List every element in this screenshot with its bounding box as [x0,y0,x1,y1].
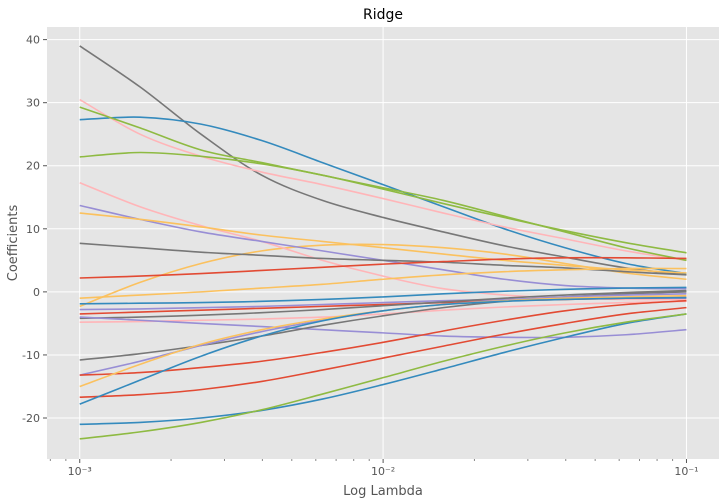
series-line-0 [79,45,687,276]
series-line-22 [79,306,687,398]
series-line-5 [79,151,687,254]
x-tick-label: 10⁻² [371,465,395,478]
series-line-16 [79,300,687,323]
grid [47,27,719,459]
series-layer [79,45,687,440]
series-line-10 [79,256,687,279]
series-line-4 [79,106,687,262]
y-tick-label: 0 [33,286,40,299]
chart-title: Ridge [363,7,403,23]
series-line-12 [79,286,687,305]
ticks: 10⁻³ 10⁻² 10⁻¹ -20 -10 0 10 20 30 40 [22,34,699,478]
series-line-23 [79,296,687,405]
y-tick-label: 30 [26,97,40,110]
y-tick-label: 40 [26,34,40,47]
x-tick-label: 10⁻¹ [674,465,698,478]
series-line-15 [79,289,687,320]
y-axis-label: Coefficients [6,205,21,282]
series-line-17 [79,316,687,339]
y-tick-label: -20 [22,412,40,425]
series-line-11 [79,267,687,299]
series-line-24 [79,313,687,426]
x-tick-label: 10⁻³ [68,465,92,478]
y-tick-label: -10 [22,349,40,362]
x-axis-label: Log Lambda [343,484,423,499]
y-tick-label: 20 [26,160,40,173]
series-line-1 [79,116,687,275]
y-tick-label: 10 [26,223,40,236]
series-line-3 [79,98,687,262]
series-line-25 [79,313,687,440]
series-line-8 [79,212,687,274]
series-line-20 [79,299,687,376]
